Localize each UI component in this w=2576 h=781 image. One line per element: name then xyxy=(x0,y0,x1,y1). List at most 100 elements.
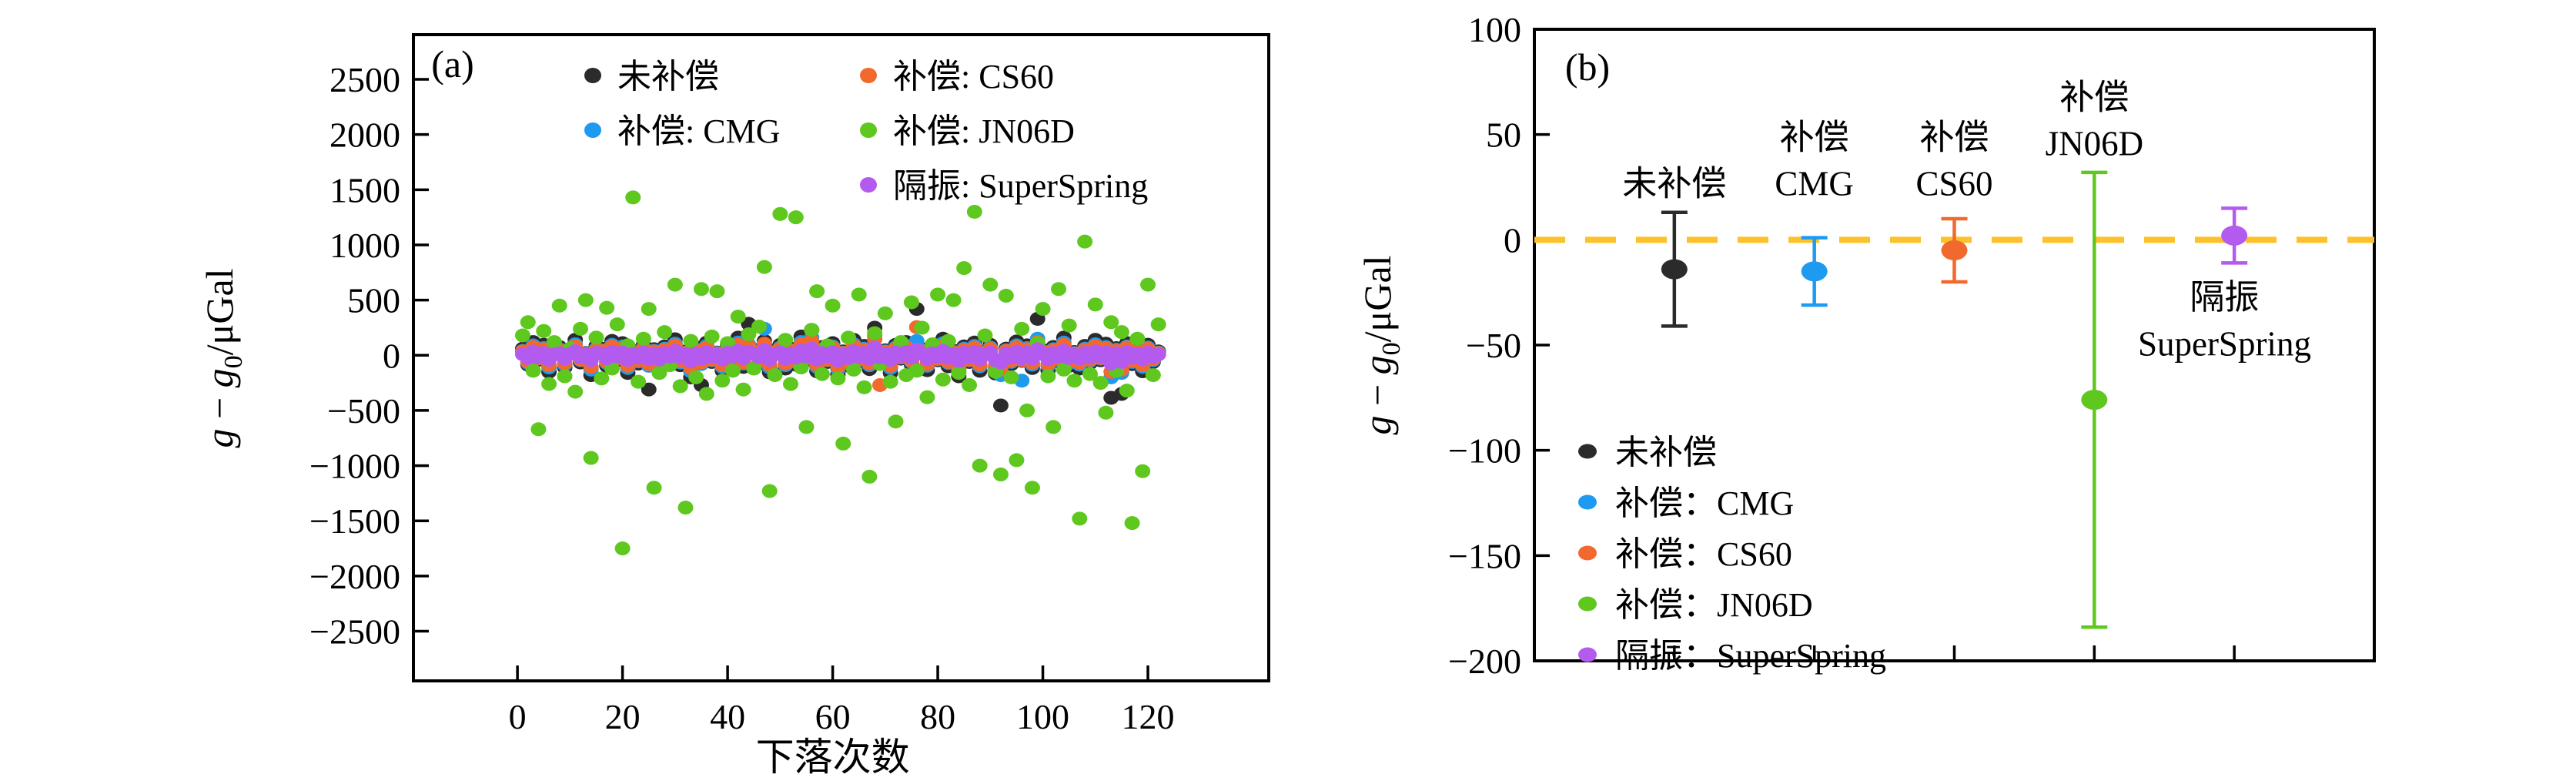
point-jn06d xyxy=(772,206,788,221)
legend-label-uncompensated: 未补偿 xyxy=(617,58,719,96)
point-jn06d xyxy=(814,367,830,381)
point-jn06d xyxy=(992,468,1009,482)
point-jn06d xyxy=(1119,384,1135,398)
x-tick-label: 60 xyxy=(815,697,851,736)
point-jn06d xyxy=(567,384,584,399)
y-tick-label: −200 xyxy=(1448,642,1521,681)
point-jn06d xyxy=(651,366,667,380)
annotation-line: 补偿 xyxy=(2059,78,2129,116)
x-tick-label: 0 xyxy=(509,697,527,736)
legend-label-superspring: 隔振：SuperSpring xyxy=(1615,637,1886,675)
y-tick-label: −50 xyxy=(1466,326,1521,365)
legend-label-uncompensated: 未补偿 xyxy=(1615,434,1717,471)
point-jn06d xyxy=(1045,420,1062,434)
panel-a-y-axis: 2500 2000 1500 1000 500 0 −500 −1000 −1500 −2000 −… xyxy=(309,60,429,652)
point-jn06d xyxy=(1009,453,1025,468)
point-jn06d xyxy=(1113,325,1129,340)
point-jn06d xyxy=(614,541,631,556)
panel-b-errorbar-cs60 xyxy=(1941,216,1968,284)
legend-marker-jn06d xyxy=(860,122,877,138)
point-jn06d xyxy=(514,328,530,343)
point-jn06d xyxy=(998,288,1014,303)
point-jn06d xyxy=(788,210,804,225)
y-tick-label: 0 xyxy=(383,336,400,375)
point-jn06d xyxy=(688,370,704,384)
point-jn06d xyxy=(536,323,552,338)
mean-marker-superspring xyxy=(2221,225,2248,246)
point-jn06d xyxy=(714,374,731,388)
point-jn06d xyxy=(599,300,615,315)
legend-marker-superspring xyxy=(1578,647,1597,662)
point-jn06d xyxy=(631,374,647,389)
x-tick-label: 80 xyxy=(920,697,955,736)
point-jn06d xyxy=(541,377,557,391)
legend-label-superspring: 隔振: SuperSpring xyxy=(893,167,1148,205)
panel-a-series-jn06d xyxy=(514,190,1166,556)
point-jn06d xyxy=(530,422,547,437)
point-jn06d xyxy=(882,374,898,389)
y-tick-label: 1000 xyxy=(330,226,400,265)
point-jn06d xyxy=(1040,369,1056,384)
point-jn06d xyxy=(966,204,982,219)
point-jn06d xyxy=(962,377,978,392)
legend-marker-uncompensated xyxy=(1578,444,1597,459)
point-jn06d xyxy=(577,293,594,307)
point-jn06d xyxy=(573,321,589,336)
point-jn06d xyxy=(1035,302,1051,317)
legend-label-cs60: 补偿: CS60 xyxy=(893,58,1054,96)
y-tick-label: 500 xyxy=(347,281,400,320)
point-jn06d xyxy=(1061,318,1077,333)
point-jn06d xyxy=(767,368,783,383)
point-jn06d xyxy=(835,436,851,451)
point-jn06d xyxy=(1055,362,1072,377)
annotation-line: SuperSpring xyxy=(2138,324,2311,363)
panel-a-x-axis-title: 下落次数 xyxy=(756,736,910,779)
legend-label-cmg: 补偿：CMG xyxy=(1615,484,1794,522)
y-tick-label: −1000 xyxy=(309,447,400,486)
panel-b-errorbar-cmg xyxy=(1801,236,1828,307)
point-jn06d xyxy=(646,481,662,495)
panel-a-x-axis: 0 20 40 60 80 100 120 xyxy=(509,665,1175,736)
point-superspring xyxy=(1150,347,1166,362)
point-jn06d xyxy=(908,364,925,378)
legend-label-jn06d: 补偿: JN06D xyxy=(893,112,1075,150)
point-jn06d xyxy=(657,325,673,340)
x-tick-label: 40 xyxy=(710,697,745,736)
point-jn06d xyxy=(1150,317,1166,332)
point-jn06d xyxy=(683,334,699,348)
panel-b-errorbar-jn06d xyxy=(2081,170,2108,629)
panel-a-label: (a) xyxy=(431,42,474,85)
point-jn06d xyxy=(778,333,794,347)
point-uncompensated xyxy=(992,398,1009,413)
point-jn06d xyxy=(756,260,772,274)
panel-b-annotations: 未补偿 补偿 CMG 补偿 CS60 补偿 JN06D 隔振 SuperSpring xyxy=(1622,78,2311,363)
point-jn06d xyxy=(1014,321,1030,336)
legend-marker-cs60 xyxy=(1578,545,1597,561)
point-jn06d xyxy=(557,369,573,384)
point-uncompensated xyxy=(641,382,657,397)
point-jn06d xyxy=(741,327,757,342)
point-jn06d xyxy=(856,380,872,394)
legend-marker-cs60 xyxy=(860,68,877,83)
x-tick-label: 20 xyxy=(605,697,641,736)
point-jn06d xyxy=(914,320,930,335)
mean-marker-jn06d xyxy=(2081,390,2108,411)
y-tick-label: −500 xyxy=(327,391,400,431)
point-jn06d xyxy=(1051,282,1067,297)
point-jn06d xyxy=(798,420,815,434)
point-jn06d xyxy=(709,284,725,299)
mean-marker-cs60 xyxy=(1941,240,1968,260)
point-jn06d xyxy=(1098,405,1114,420)
annotation-line: CMG xyxy=(1775,165,1854,203)
point-jn06d xyxy=(845,362,861,377)
point-jn06d xyxy=(761,484,778,498)
point-jn06d xyxy=(609,317,625,332)
x-tick-label: 100 xyxy=(1016,697,1069,736)
panel-b-errorbar-uncompensated xyxy=(1661,210,1688,328)
point-jn06d xyxy=(641,302,657,317)
